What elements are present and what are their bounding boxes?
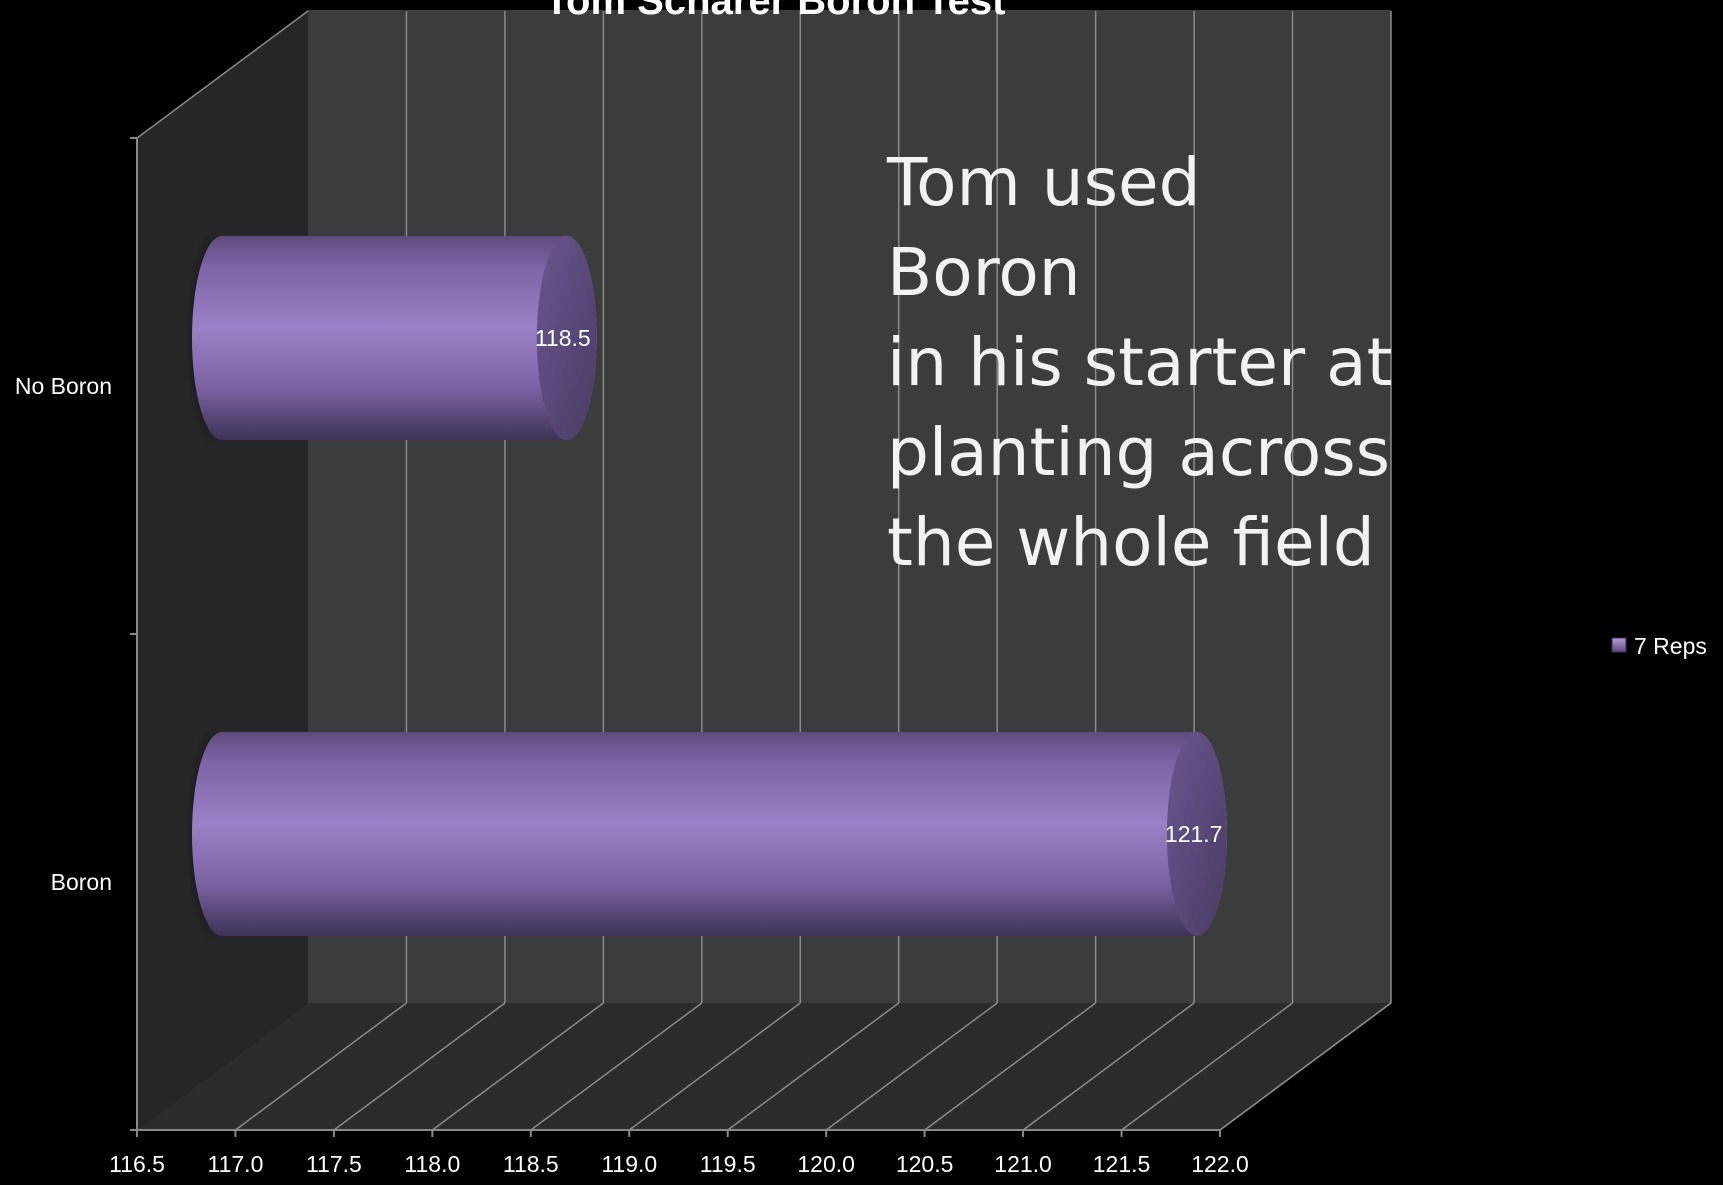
axis-layer xyxy=(130,10,1221,1137)
side-wall xyxy=(137,10,308,1130)
x-tick-label: 117.0 xyxy=(208,1151,264,1177)
x-tick-label: 120.5 xyxy=(896,1151,954,1177)
x-tick-label: 118.5 xyxy=(503,1151,559,1177)
x-tick-label: 119.0 xyxy=(601,1151,657,1177)
data-label: 121.7 xyxy=(1165,821,1223,847)
data-label: 118.5 xyxy=(535,325,591,351)
bar-layer xyxy=(186,230,1227,942)
floor-gridline xyxy=(628,1002,801,1131)
floor xyxy=(137,1003,1391,1130)
x-tick-label: 119.5 xyxy=(700,1151,756,1177)
x-tick-label: 116.5 xyxy=(109,1151,165,1177)
chart-title: Tom Scharer Boron Test xyxy=(545,0,1006,23)
legend-swatch xyxy=(1611,637,1627,653)
x-tick-label: 121.5 xyxy=(1093,1151,1151,1177)
legend: 7 Reps xyxy=(1611,633,1707,659)
floor-gridline xyxy=(825,1002,998,1131)
floor-gridline xyxy=(727,1002,900,1131)
floor-gridline xyxy=(924,1002,1097,1131)
y-category-label: Boron xyxy=(51,869,112,895)
x-tick-label: 122.0 xyxy=(1191,1151,1249,1177)
bar-end-cap xyxy=(536,236,597,440)
floor-gridline xyxy=(530,1002,703,1131)
bar-end-cap xyxy=(1166,732,1227,936)
floor-gridline xyxy=(1121,1002,1293,1131)
floor-gridline xyxy=(235,1002,407,1131)
bar-no-boron xyxy=(192,236,597,440)
x-tick-label: 117.5 xyxy=(306,1151,362,1177)
floor-edge xyxy=(1219,1002,1392,1131)
label-layer: 116.5 117.0 117.5 118.0 118.5 119.0 119.5 120.0… xyxy=(15,325,1249,1177)
floor-gridline xyxy=(1022,1002,1195,1131)
floor-gridline xyxy=(333,1002,506,1131)
floor-gridline xyxy=(431,1002,604,1131)
x-tick-label: 120.0 xyxy=(797,1151,855,1177)
legend-label: 7 Reps xyxy=(1634,633,1707,659)
x-tick-label: 121.0 xyxy=(994,1151,1052,1177)
annotation-text: Tom used Boron in his starter at plantin… xyxy=(887,144,1393,581)
bar-boron xyxy=(192,732,1227,936)
side-wall-edge xyxy=(136,10,309,139)
y-category-label: No Boron xyxy=(15,373,112,399)
x-tick-label: 118.0 xyxy=(404,1151,460,1177)
